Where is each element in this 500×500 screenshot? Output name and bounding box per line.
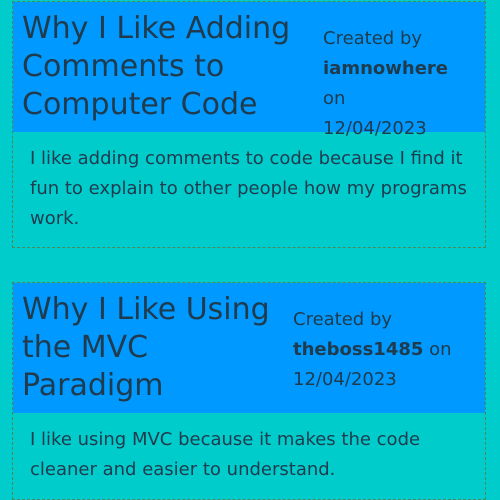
- created-by-label: Created by: [323, 28, 423, 49]
- post-author: theboss1485: [293, 339, 424, 360]
- created-by-label: Created by: [293, 309, 393, 330]
- on-label: on: [323, 88, 346, 109]
- post-header: Why I Like Adding Comments to Computer C…: [13, 2, 485, 139]
- post-card: Why I Like Using the MVC Paradigm Create…: [12, 282, 486, 500]
- post-author: iamnowhere: [323, 58, 448, 79]
- post-meta: Created by iamnowhere on 12/04/2023: [323, 10, 473, 139]
- post-body: I like using MVC because it makes the co…: [30, 429, 421, 480]
- post-title[interactable]: Why I Like Using the MVC Paradigm: [22, 292, 270, 403]
- post-date: 12/04/2023: [293, 369, 397, 390]
- post-meta: Created by theboss1485 on 12/04/2023: [293, 291, 473, 413]
- post-title[interactable]: Why I Like Adding Comments to Computer C…: [22, 11, 291, 122]
- post-body: I like adding comments to code because I…: [30, 148, 467, 229]
- post-header: Why I Like Using the MVC Paradigm Create…: [13, 283, 485, 413]
- post-date: 12/04/2023: [323, 118, 427, 139]
- on-label: on: [429, 339, 452, 360]
- post-card: Why I Like Adding Comments to Computer C…: [12, 1, 486, 248]
